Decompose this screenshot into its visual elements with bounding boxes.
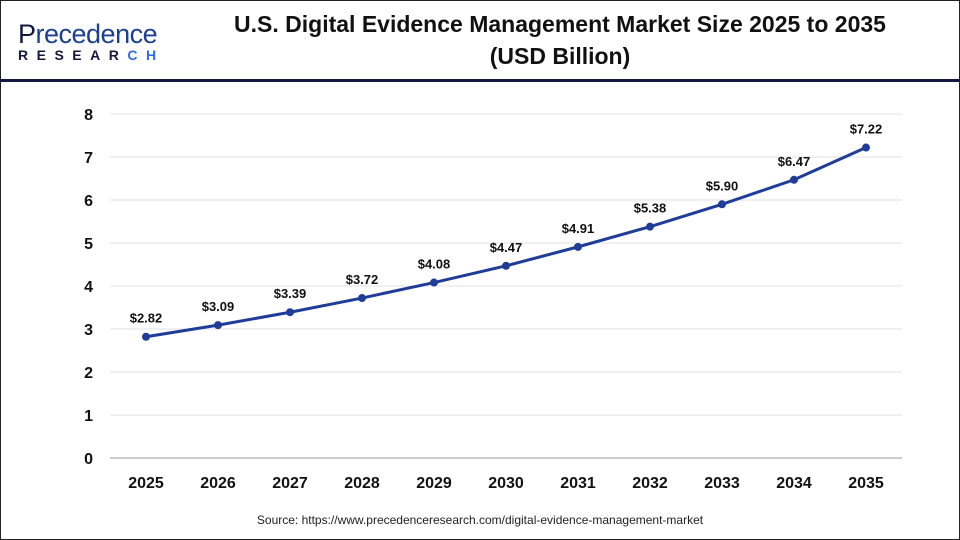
data-point xyxy=(358,294,366,303)
data-point xyxy=(502,261,510,270)
y-tick-label: 7 xyxy=(84,150,93,167)
logo-sub-text: RESEAR xyxy=(18,47,128,63)
y-tick-label: 2 xyxy=(84,365,93,382)
logo-text: recedence xyxy=(35,19,158,49)
data-point xyxy=(790,175,798,184)
data-point xyxy=(286,308,294,317)
y-tick-label: 8 xyxy=(84,107,93,124)
data-label: $4.47 xyxy=(490,240,523,255)
data-point xyxy=(214,321,222,330)
x-tick-label: 2035 xyxy=(848,475,884,492)
data-label: $3.09 xyxy=(202,299,235,314)
y-tick-label: 6 xyxy=(84,193,93,210)
x-tick-label: 2033 xyxy=(704,475,740,492)
data-label: $4.91 xyxy=(562,221,595,236)
data-point xyxy=(862,143,870,152)
y-tick-label: 1 xyxy=(84,408,93,425)
data-point xyxy=(718,200,726,209)
data-label: $6.47 xyxy=(778,154,811,169)
data-label: $5.38 xyxy=(634,201,667,216)
logo-sub-text-accent: CH xyxy=(127,47,165,63)
x-tick-label: 2025 xyxy=(128,475,164,492)
x-tick-label: 2034 xyxy=(776,475,812,492)
x-tick-label: 2029 xyxy=(416,475,452,492)
header-divider xyxy=(0,79,960,82)
data-label: $4.08 xyxy=(418,257,451,272)
x-tick-label: 2027 xyxy=(272,475,308,492)
logo: Precedence RESEARCH xyxy=(18,20,158,63)
y-tick-label: 4 xyxy=(84,279,93,296)
x-tick-label: 2026 xyxy=(200,475,236,492)
data-point xyxy=(574,242,582,251)
source-note: Source: https://www.precedenceresearch.c… xyxy=(256,513,704,527)
logo-letter: P xyxy=(18,19,36,49)
y-tick-label: 5 xyxy=(84,236,93,253)
subtitle-line: (USD Billion) xyxy=(489,43,631,69)
data-label: $3.39 xyxy=(274,286,307,301)
y-tick-label: 0 xyxy=(84,451,93,468)
data-label: $7.22 xyxy=(850,122,883,137)
x-tick-label: 2031 xyxy=(560,475,596,492)
title-line: U.S. Digital Evidence Management Market … xyxy=(234,11,886,37)
data-label: $5.90 xyxy=(706,178,739,193)
data-point xyxy=(142,332,150,341)
data-label: $2.82 xyxy=(130,311,163,326)
x-tick-label: 2030 xyxy=(488,475,524,492)
data-label: $3.72 xyxy=(346,272,379,287)
chart-title: U.S. Digital Evidence Management Market … xyxy=(180,8,940,72)
data-point xyxy=(430,278,438,287)
x-tick-label: 2032 xyxy=(632,475,668,492)
x-tick-label: 2028 xyxy=(344,475,380,492)
y-tick-label: 3 xyxy=(84,322,93,339)
data-point xyxy=(646,222,654,231)
